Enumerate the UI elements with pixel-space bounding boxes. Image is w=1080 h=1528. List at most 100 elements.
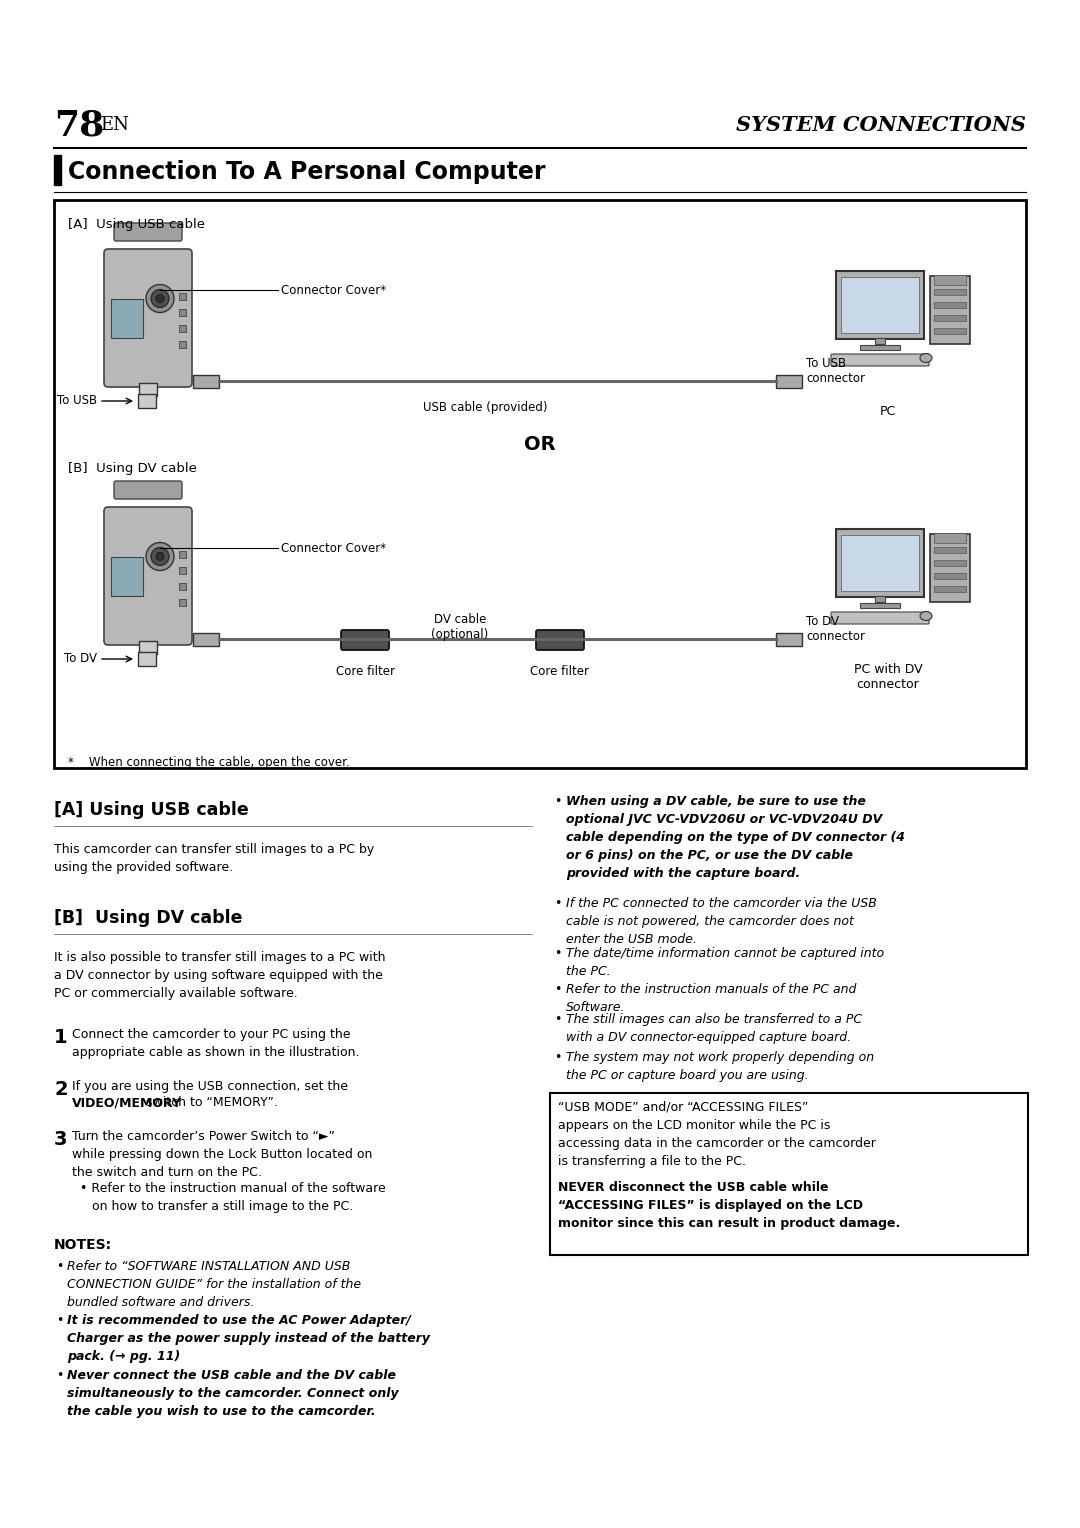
Text: If the PC connected to the camcorder via the USB
cable is not powered, the camco: If the PC connected to the camcorder via… (566, 897, 877, 946)
Text: “USB MODE” and/or “ACCESSING FILES”
appears on the LCD monitor while the PC is
a: “USB MODE” and/or “ACCESSING FILES” appe… (558, 1102, 876, 1167)
Text: • Refer to the instruction manual of the software
   on how to transfer a still : • Refer to the instruction manual of the… (80, 1183, 386, 1213)
Text: •: • (56, 1261, 64, 1273)
Ellipse shape (146, 542, 174, 570)
Bar (111, 556, 143, 596)
Ellipse shape (920, 353, 932, 362)
Bar (875, 338, 885, 344)
Bar (179, 567, 186, 575)
Bar (841, 277, 919, 333)
Text: 1: 1 (54, 1028, 68, 1047)
Text: VIDEO/MEMORY: VIDEO/MEMORY (72, 1096, 183, 1109)
Bar (179, 309, 186, 316)
Text: Turn the camcorder’s Power Switch to “►”
while pressing down the Lock Button loc: Turn the camcorder’s Power Switch to “►”… (72, 1131, 373, 1180)
Bar (934, 289, 966, 295)
FancyBboxPatch shape (536, 630, 584, 649)
Text: To USB
connector: To USB connector (806, 358, 865, 385)
Text: •: • (554, 1051, 562, 1063)
FancyBboxPatch shape (104, 249, 192, 387)
Text: •: • (554, 897, 562, 911)
Text: This camcorder can transfer still images to a PC by
using the provided software.: This camcorder can transfer still images… (54, 843, 375, 874)
Text: •: • (56, 1369, 64, 1381)
Text: PC with DV
connector: PC with DV connector (853, 663, 922, 691)
Bar (54, 154, 60, 185)
Text: •: • (554, 983, 562, 996)
Bar (930, 533, 970, 602)
FancyBboxPatch shape (114, 481, 183, 500)
Text: Connector Cover*: Connector Cover* (281, 541, 387, 555)
Bar (860, 345, 900, 350)
Bar (54, 200, 1026, 769)
FancyBboxPatch shape (114, 223, 183, 241)
Bar (934, 315, 966, 321)
FancyBboxPatch shape (104, 507, 192, 645)
Bar (179, 341, 186, 348)
Bar (138, 652, 156, 666)
Text: [B]  Using DV cable: [B] Using DV cable (54, 909, 243, 927)
Bar (934, 559, 966, 565)
FancyBboxPatch shape (341, 630, 389, 649)
Bar (875, 596, 885, 602)
Bar (193, 374, 219, 388)
Text: Never connect the USB cable and the DV cable
simultaneously to the camcorder. Co: Never connect the USB cable and the DV c… (67, 1369, 399, 1418)
Text: •: • (554, 795, 562, 808)
Text: It is also possible to transfer still images to a PC with
a DV connector by usin: It is also possible to transfer still im… (54, 950, 386, 999)
Bar (836, 529, 924, 597)
Bar (139, 384, 157, 396)
Bar (179, 325, 186, 332)
Text: [A] Using USB cable: [A] Using USB cable (54, 801, 248, 819)
Text: PC: PC (880, 405, 896, 419)
Text: 78: 78 (54, 108, 105, 142)
Bar (934, 547, 966, 553)
Text: Refer to the instruction manuals of the PC and
Software.: Refer to the instruction manuals of the … (566, 983, 856, 1015)
Bar (111, 298, 143, 338)
Text: *    When connecting the cable, open the cover.: * When connecting the cable, open the co… (68, 756, 350, 769)
FancyBboxPatch shape (831, 613, 929, 623)
Bar (138, 394, 156, 408)
Text: To USB: To USB (57, 394, 97, 408)
Text: The date/time information cannot be captured into
the PC.: The date/time information cannot be capt… (566, 947, 885, 978)
Text: 3: 3 (54, 1131, 67, 1149)
Ellipse shape (146, 284, 174, 313)
Text: NOTES:: NOTES: (54, 1238, 112, 1251)
Ellipse shape (920, 611, 932, 620)
Text: If you are using the USB connection, set the: If you are using the USB connection, set… (72, 1080, 348, 1093)
Bar (934, 573, 966, 579)
Text: The still images can also be transferred to a PC
with a DV connector-equipped ca: The still images can also be transferred… (566, 1013, 862, 1044)
Bar (193, 633, 219, 646)
Text: •: • (56, 1314, 64, 1326)
Bar (934, 303, 966, 309)
Bar (841, 535, 919, 591)
Bar (179, 584, 186, 590)
Text: To DV
connector: To DV connector (806, 614, 865, 643)
Text: Core filter: Core filter (530, 665, 590, 678)
Bar (934, 587, 966, 591)
Text: When using a DV cable, be sure to use the
optional JVC VC-VDV206U or VC-VDV204U : When using a DV cable, be sure to use th… (566, 795, 905, 880)
Bar (934, 329, 966, 335)
Text: Connection To A Personal Computer: Connection To A Personal Computer (68, 160, 545, 183)
Bar (179, 293, 186, 299)
Text: It is recommended to use the AC Power Adapter/
Charger as the power supply inste: It is recommended to use the AC Power Ad… (67, 1314, 430, 1363)
Bar (777, 374, 802, 388)
Text: •: • (554, 1013, 562, 1025)
Ellipse shape (151, 547, 168, 565)
Text: switch to “MEMORY”.: switch to “MEMORY”. (141, 1096, 278, 1109)
Text: Connector Cover*: Connector Cover* (281, 284, 387, 296)
FancyBboxPatch shape (831, 354, 929, 367)
Text: To DV: To DV (64, 652, 97, 666)
Text: USB cable (provided): USB cable (provided) (423, 400, 548, 414)
Text: Connect the camcorder to your PC using the
appropriate cable as shown in the ill: Connect the camcorder to your PC using t… (72, 1028, 360, 1059)
Text: The system may not work properly depending on
the PC or capture board you are us: The system may not work properly dependi… (566, 1051, 874, 1082)
Text: EN: EN (100, 116, 129, 134)
Ellipse shape (151, 289, 168, 307)
Text: [B]  Using DV cable: [B] Using DV cable (68, 461, 197, 475)
Text: NEVER disconnect the USB cable while
“ACCESSING FILES” is displayed on the LCD
m: NEVER disconnect the USB cable while “AC… (558, 1181, 901, 1230)
Text: •: • (554, 947, 562, 960)
Ellipse shape (156, 553, 164, 561)
Bar (934, 275, 966, 286)
Bar (179, 552, 186, 558)
Ellipse shape (156, 295, 164, 303)
Bar (139, 642, 157, 654)
Text: [A]  Using USB cable: [A] Using USB cable (68, 219, 205, 231)
Bar (836, 270, 924, 339)
Text: SYSTEM CONNECTIONS: SYSTEM CONNECTIONS (735, 115, 1026, 134)
